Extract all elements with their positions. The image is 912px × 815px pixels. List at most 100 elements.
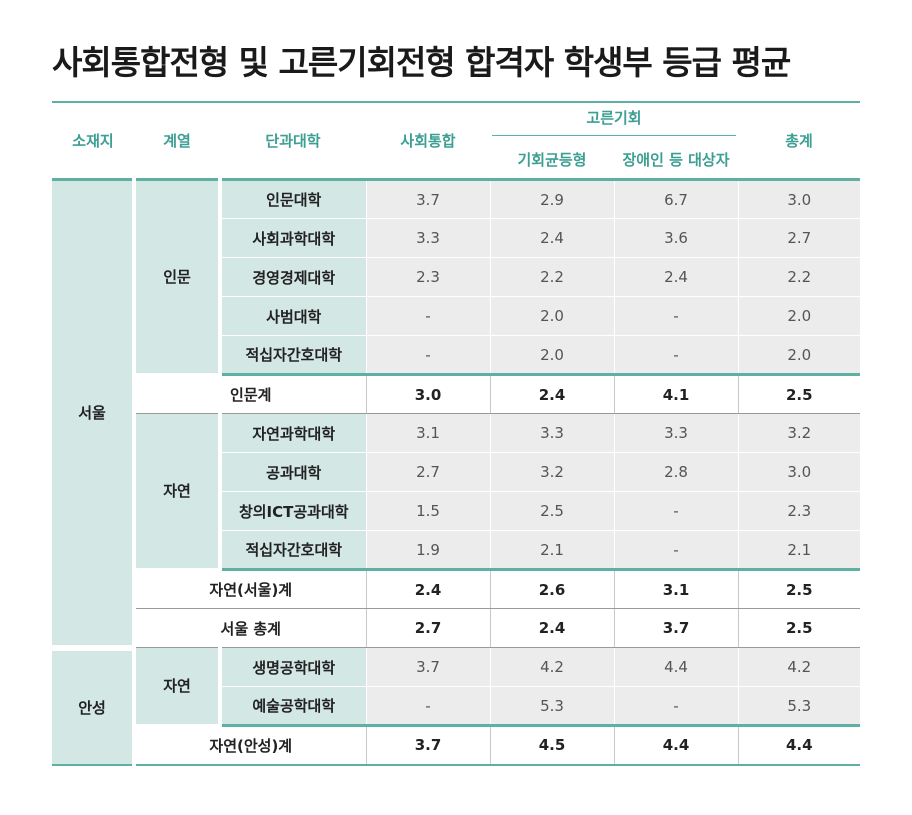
subtotal-row: 자연(안성)계 3.7 4.5 4.4 4.4 bbox=[52, 724, 861, 766]
page-title: 사회통합전형 및 고른기회전형 합격자 학생부 등급 평균 bbox=[52, 43, 791, 82]
disabled-value: 4.1 bbox=[613, 373, 739, 414]
total-value: 2.3 bbox=[737, 491, 861, 531]
total-value: 3.0 bbox=[737, 452, 861, 492]
header-equal-group-label: 고른기회 bbox=[492, 107, 737, 136]
header-campus: 소재지 bbox=[72, 132, 114, 150]
balance-value: 3.3 bbox=[489, 413, 614, 453]
disabled-value: 3.3 bbox=[613, 413, 739, 453]
social-value: - bbox=[365, 686, 490, 726]
college-cell: 창의ICT공과대학 bbox=[220, 491, 367, 531]
balance-value: 2.4 bbox=[489, 218, 614, 258]
social-value: 3.1 bbox=[365, 413, 490, 453]
total-value: 2.7 bbox=[737, 218, 861, 258]
college-cell: 인문대학 bbox=[220, 178, 367, 219]
subtotal-label: 인문계 bbox=[134, 373, 366, 414]
table-row: 사회과학대학 3.3 2.4 3.6 2.7 bbox=[52, 218, 861, 258]
total-value: 4.2 bbox=[737, 647, 861, 687]
balance-value: 5.3 bbox=[489, 686, 614, 726]
header-total: 총계 bbox=[785, 132, 813, 150]
social-value: 3.3 bbox=[365, 218, 490, 258]
college-cell: 경영경제대학 bbox=[220, 257, 367, 297]
field-science-anseong: 자연 bbox=[134, 647, 222, 728]
balance-value: 2.0 bbox=[489, 296, 614, 336]
disabled-value: - bbox=[613, 296, 739, 336]
table-row: 창의ICT공과대학 1.5 2.5 - 2.3 bbox=[52, 491, 861, 531]
social-value: 2.4 bbox=[365, 568, 490, 609]
social-value: 3.0 bbox=[365, 373, 490, 414]
social-value: - bbox=[365, 296, 490, 336]
subtotal-label: 자연(서울)계 bbox=[134, 568, 366, 609]
college-cell: 사범대학 bbox=[220, 296, 367, 336]
total-value: 2.0 bbox=[737, 296, 861, 336]
total-value: 2.5 bbox=[737, 568, 861, 609]
social-value: - bbox=[365, 335, 490, 375]
college-cell: 사회과학대학 bbox=[220, 218, 367, 258]
table-row: 자연 자연과학대학 3.1 3.3 3.3 3.2 bbox=[52, 413, 861, 572]
header-disabled: 장애인 등 대상자 bbox=[622, 150, 730, 169]
field-humanities: 인문 bbox=[134, 178, 222, 377]
disabled-value: 3.6 bbox=[613, 218, 739, 258]
college-cell: 자연과학대학 bbox=[220, 413, 367, 453]
table-row: 적십자간호대학 - 2.0 - 2.0 bbox=[52, 335, 861, 375]
total-label: 서울 총계 bbox=[134, 608, 366, 648]
social-value: 2.7 bbox=[365, 608, 490, 648]
college-cell: 적십자간호대학 bbox=[220, 335, 367, 375]
balance-value: 2.5 bbox=[489, 491, 614, 531]
region-seoul: 서울 bbox=[52, 178, 136, 651]
subtotal-row: 인문계 3.0 2.4 4.1 2.5 bbox=[52, 373, 861, 414]
social-value: 3.7 bbox=[365, 647, 490, 687]
total-value: 2.2 bbox=[737, 257, 861, 297]
total-value: 5.3 bbox=[737, 686, 861, 726]
disabled-value: - bbox=[613, 335, 739, 375]
total-value: 3.2 bbox=[737, 413, 861, 453]
balance-value: 2.1 bbox=[489, 530, 614, 570]
total-row: 서울 총계 2.7 2.4 3.7 2.5 bbox=[52, 608, 861, 648]
table-row: 적십자간호대학 1.9 2.1 - 2.1 bbox=[52, 530, 861, 570]
table-row: 경영경제대학 2.3 2.2 2.4 2.2 bbox=[52, 257, 861, 297]
total-value: 2.5 bbox=[737, 373, 861, 414]
social-value: 2.3 bbox=[365, 257, 490, 297]
disabled-value: 2.4 bbox=[613, 257, 739, 297]
disabled-value: 4.4 bbox=[613, 647, 739, 687]
disabled-value: - bbox=[613, 491, 739, 531]
total-value: 2.0 bbox=[737, 335, 861, 375]
total-value: 3.0 bbox=[737, 178, 861, 219]
header-social: 사회통합 bbox=[400, 132, 456, 150]
header-equal-group: 고른기회 bbox=[490, 102, 738, 140]
grade-table: 소재지 계열 단과대학 사회통합 고른기회 총계 기회균등형 장애인 등 대상자… bbox=[52, 101, 861, 766]
subtotal-label: 자연(안성)계 bbox=[134, 724, 366, 766]
table-row: 안성 자연 생명공학대학 3.7 4.2 4.4 4.2 bbox=[52, 647, 861, 766]
balance-value: 2.0 bbox=[489, 335, 614, 375]
social-value: 3.7 bbox=[365, 178, 490, 219]
disabled-value: 2.8 bbox=[613, 452, 739, 492]
college-cell: 예술공학대학 bbox=[220, 686, 367, 726]
field-science-seoul: 자연 bbox=[134, 413, 222, 572]
disabled-value: - bbox=[613, 686, 739, 726]
college-cell: 적십자간호대학 bbox=[220, 530, 367, 570]
social-value: 1.9 bbox=[365, 530, 490, 570]
college-cell: 생명공학대학 bbox=[220, 647, 367, 687]
balance-value: 4.2 bbox=[489, 647, 614, 687]
table-row: 공과대학 2.7 3.2 2.8 3.0 bbox=[52, 452, 861, 492]
header-equal-balance: 기회균등형 bbox=[517, 150, 587, 169]
table-row: 예술공학대학 - 5.3 - 5.3 bbox=[52, 686, 861, 726]
balance-value: 2.4 bbox=[489, 608, 614, 648]
social-value: 1.5 bbox=[365, 491, 490, 531]
balance-value: 4.5 bbox=[489, 724, 614, 766]
region-anseong: 안성 bbox=[52, 647, 136, 766]
balance-value: 3.2 bbox=[489, 452, 614, 492]
disabled-value: 3.7 bbox=[613, 608, 739, 648]
total-value: 4.4 bbox=[737, 724, 861, 766]
subtotal-row: 자연(서울)계 2.4 2.6 3.1 2.5 bbox=[52, 568, 861, 609]
header-field: 계열 bbox=[163, 132, 191, 150]
disabled-value: 6.7 bbox=[613, 178, 739, 219]
balance-value: 2.2 bbox=[489, 257, 614, 297]
balance-value: 2.4 bbox=[489, 373, 614, 414]
header-college: 단과대학 bbox=[265, 132, 321, 150]
social-value: 3.7 bbox=[365, 724, 490, 766]
disabled-value: 4.4 bbox=[613, 724, 739, 766]
social-value: 2.7 bbox=[365, 452, 490, 492]
total-value: 2.1 bbox=[737, 530, 861, 570]
balance-value: 2.6 bbox=[489, 568, 614, 609]
college-cell: 공과대학 bbox=[220, 452, 367, 492]
